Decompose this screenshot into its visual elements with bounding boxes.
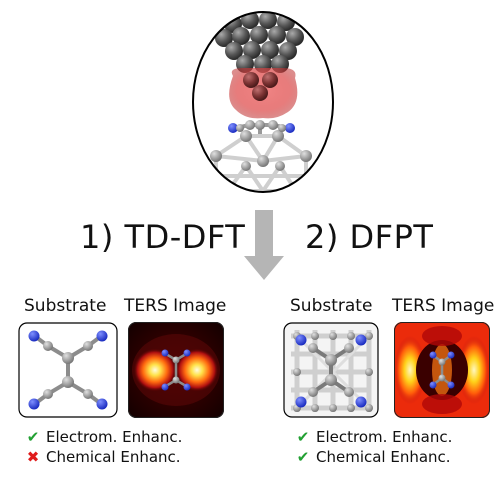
check-text: Electrom. Enhanc. [46, 428, 183, 446]
magnifier-oval [192, 11, 334, 193]
adsorbed-molecule [228, 120, 295, 134]
method-label-tddft: 1) TD-DFT [80, 218, 246, 256]
right-ters-label: TERS Image [392, 296, 495, 316]
cross-icon: ✖ [26, 448, 40, 466]
right-check-electromagnetic: ✔ Electrom. Enhanc. [296, 428, 453, 446]
left-ters-label: TERS Image [124, 296, 227, 316]
substrate-atoms [210, 130, 312, 171]
tip-illustration [192, 11, 334, 193]
left-substrate-label: Substrate [24, 296, 107, 316]
check-text: Chemical Enhanc. [316, 448, 451, 466]
check-icon: ✔ [26, 428, 40, 446]
left-check-electromagnetic: ✔ Electrom. Enhanc. [26, 428, 183, 446]
check-icon: ✔ [296, 428, 310, 446]
down-arrow-icon [244, 210, 284, 280]
right-ters-image [394, 322, 490, 418]
check-text: Electrom. Enhanc. [316, 428, 453, 446]
right-substrate-panel [283, 322, 379, 418]
tip-apex-atoms [243, 72, 278, 101]
check-text: Chemical Enhanc. [46, 448, 181, 466]
right-substrate-label: Substrate [290, 296, 373, 316]
method-label-dfpt: 2) DFPT [305, 218, 434, 256]
check-icon: ✔ [296, 448, 310, 466]
left-ters-image [128, 322, 224, 418]
left-check-chemical: ✖ Chemical Enhanc. [26, 448, 181, 466]
right-check-chemical: ✔ Chemical Enhanc. [296, 448, 451, 466]
left-substrate-panel [18, 322, 118, 418]
